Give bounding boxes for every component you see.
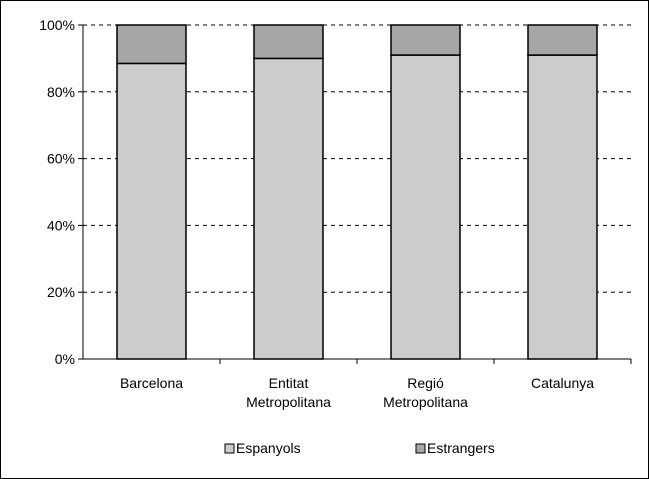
bar-estrangers	[527, 24, 598, 56]
x-category-label: Entitat Metropolitana	[246, 375, 331, 410]
bar-espanyols	[527, 54, 598, 360]
bar-espanyols	[116, 62, 187, 360]
bar-espanyols	[253, 57, 324, 360]
x-category-label: Regió Metropolitana	[383, 375, 468, 410]
bar-estrangers	[390, 24, 461, 56]
y-tick-label: 60%	[47, 151, 75, 167]
bar-estrangers	[116, 24, 187, 65]
legend-label-espanyols: Espanyols	[236, 440, 301, 456]
x-category-label: Catalunya	[531, 375, 594, 391]
y-tick-label: 20%	[47, 284, 75, 300]
bar-group	[116, 24, 598, 360]
legend-swatch-estrangers	[415, 443, 426, 454]
legend: Espanyols Estrangers	[224, 440, 495, 456]
axes: 0% 20% 40% 60% 80% 100% Barcelona Entitat Metrop…	[39, 17, 632, 410]
y-tick-label: 100%	[39, 17, 75, 33]
y-tick-label: 0%	[55, 351, 75, 367]
y-tick-label: 80%	[47, 84, 75, 100]
y-tick-label: 40%	[47, 217, 75, 233]
x-category-label: Barcelona	[120, 375, 183, 391]
bar-estrangers	[253, 24, 324, 60]
legend-label-estrangers: Estrangers	[427, 440, 495, 456]
legend-swatch-espanyols	[224, 443, 235, 454]
bar-espanyols	[390, 54, 461, 360]
